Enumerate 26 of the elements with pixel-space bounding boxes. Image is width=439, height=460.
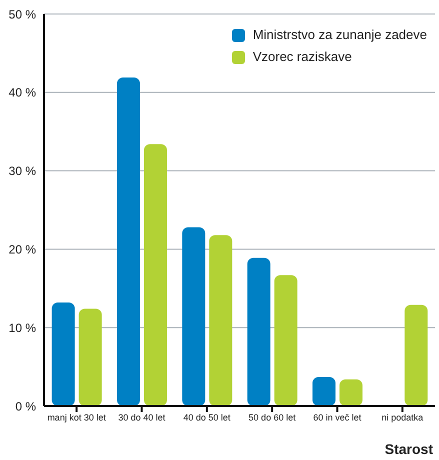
x-axis-title: Starost xyxy=(384,441,434,457)
bar xyxy=(274,275,298,406)
y-tick-label: 50 % xyxy=(8,7,36,22)
y-tick-label: 10 % xyxy=(8,320,36,335)
x-tick-label: 60 in več let xyxy=(313,412,362,422)
x-tick-label: ni podatka xyxy=(382,412,424,422)
bar xyxy=(182,227,206,406)
bar xyxy=(78,308,102,406)
bar xyxy=(144,144,167,406)
bar xyxy=(312,376,336,406)
bar xyxy=(52,302,75,406)
bar xyxy=(209,235,232,406)
legend-label: Vzorec raziskave xyxy=(252,48,352,66)
legend-label: Ministrstvo za zunanje zadeve xyxy=(252,26,427,44)
y-tick-label: 30 % xyxy=(8,164,36,178)
x-tick-label: 50 do 60 let xyxy=(248,412,296,422)
x-tick-label: 30 do 40 let xyxy=(118,412,166,422)
bar xyxy=(339,379,362,406)
y-tick-label: 0 % xyxy=(15,399,36,414)
y-tick-label: 20 % xyxy=(8,242,36,256)
bar xyxy=(116,78,140,406)
x-tick-label: manj kot 30 let xyxy=(47,412,106,422)
x-tick-label: 40 do 50 let xyxy=(183,412,231,422)
bar xyxy=(247,258,270,406)
bar xyxy=(404,304,428,406)
y-tick-label: 40 % xyxy=(8,86,36,100)
